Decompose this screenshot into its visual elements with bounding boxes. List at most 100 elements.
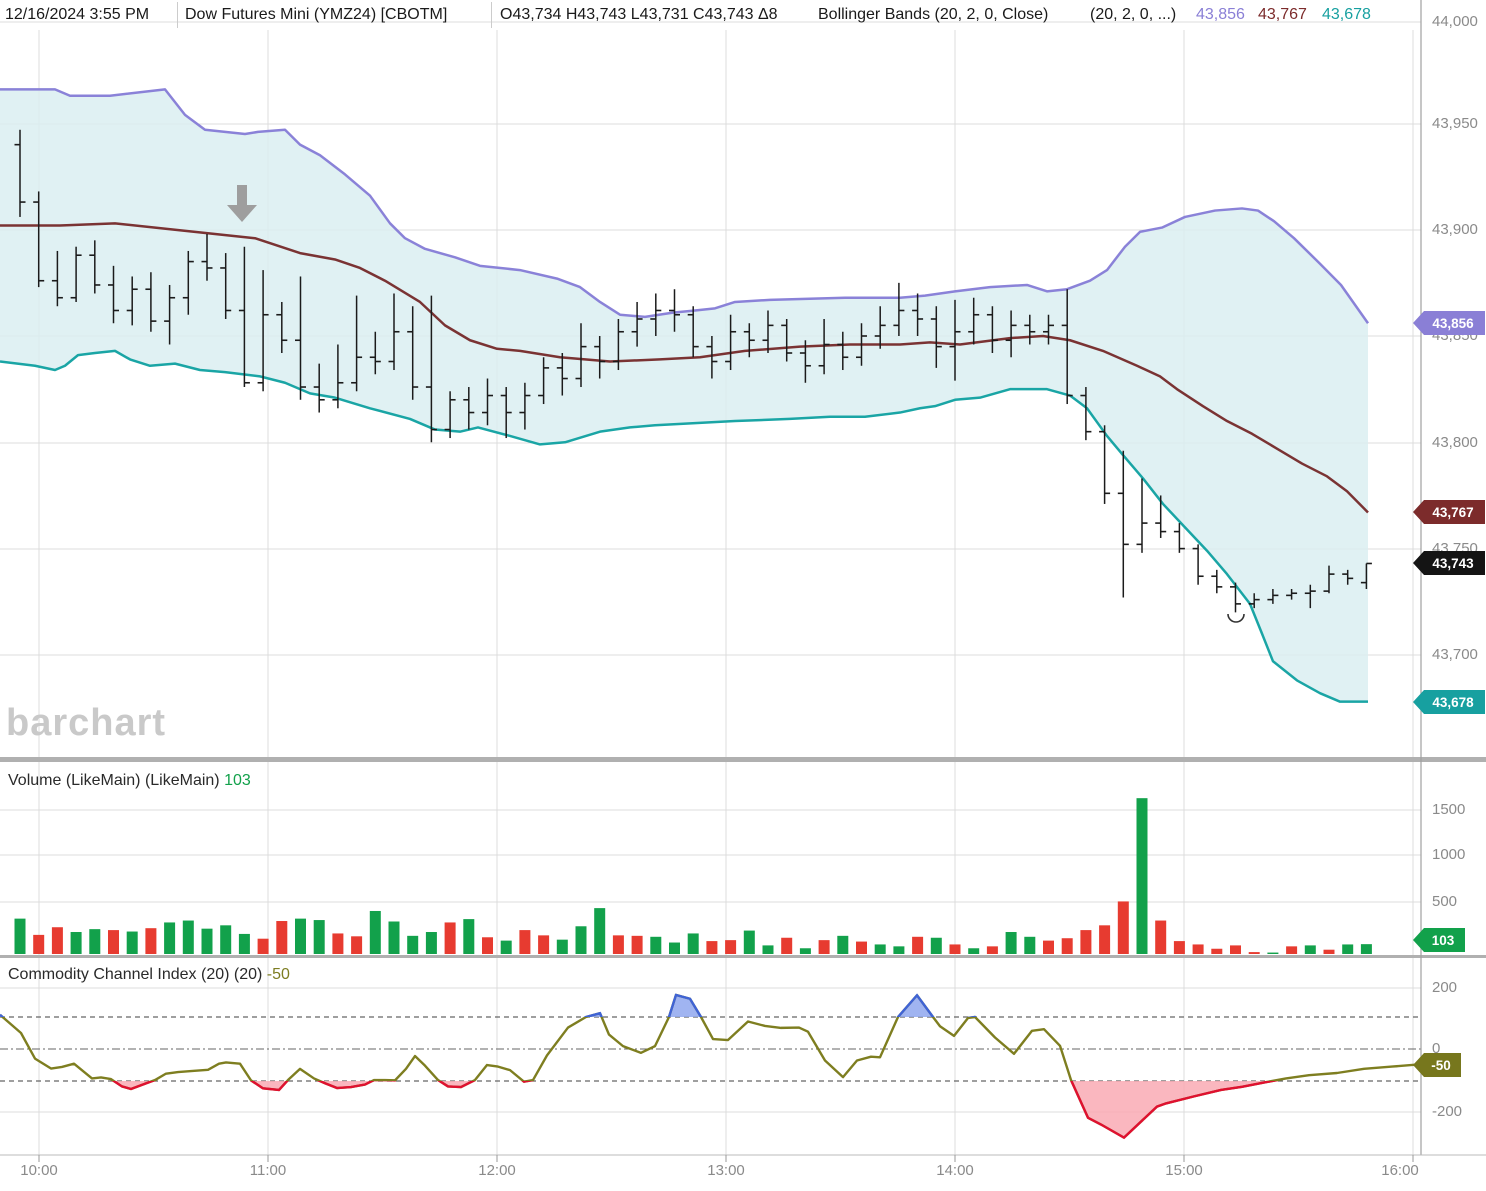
volume-bar <box>986 946 998 954</box>
bollinger-lower-line <box>0 349 1368 703</box>
header-separator <box>491 2 492 28</box>
ohlc-bar <box>70 246 82 302</box>
ohlc-bar <box>388 293 400 371</box>
ohlc-bar <box>332 344 344 409</box>
ohlc-bar <box>1248 593 1260 609</box>
volume-bar <box>856 941 867 954</box>
ohlc-bar <box>1267 588 1279 604</box>
volume-bar <box>519 930 531 954</box>
cci-axis-label: -200 <box>1432 1103 1463 1120</box>
volume-bars <box>14 798 1372 954</box>
panel-separator[interactable] <box>0 955 1486 958</box>
header-study-params[interactable]: (20, 2, 0, ...) <box>1090 6 1177 23</box>
ohlc-bar <box>856 323 867 366</box>
ohlc-bar <box>1117 450 1129 598</box>
ohlc-bar <box>799 340 811 383</box>
header-lower-band-value: 43,678 <box>1322 6 1371 23</box>
volume-bar <box>631 935 643 954</box>
volume-bar <box>1024 936 1036 954</box>
ohlc-bar <box>369 331 381 375</box>
ohlc-bar <box>1061 289 1073 405</box>
volume-bar <box>874 944 886 954</box>
ohlc-bar <box>1043 314 1054 345</box>
price-axis-label: 43,950 <box>1432 115 1478 132</box>
volume-bar <box>1136 798 1148 954</box>
cci-panel-header: Commodity Channel Index (20) (20) -50 <box>8 966 290 984</box>
bollinger-bands <box>0 88 1370 703</box>
volume-bar <box>369 910 381 954</box>
cci-axis-label: 200 <box>1432 979 1458 996</box>
price-axis-label: 43,700 <box>1432 646 1478 663</box>
time-axis-label: 13:00 <box>707 1162 745 1179</box>
ohlc-bar <box>276 301 288 354</box>
ohlc-bar <box>164 284 176 345</box>
volume-tag: 103 <box>1413 928 1465 952</box>
volume-bar <box>313 920 325 954</box>
ohlc-bar <box>743 323 755 358</box>
ohlc-bar <box>687 306 699 358</box>
volume-bar <box>388 921 400 954</box>
panel-separator[interactable] <box>0 757 1486 762</box>
ohlc-bar <box>1024 314 1036 345</box>
ohlc-bar <box>295 276 306 400</box>
ohlc-bar <box>1286 588 1298 600</box>
ohlc-bar <box>519 382 531 430</box>
ohlc-bar <box>33 191 45 288</box>
cci-value: -50 <box>266 966 290 983</box>
price-axis-label: 44,000 <box>1432 13 1478 30</box>
volume-bar <box>1192 944 1204 954</box>
volume-label[interactable]: Volume (LikeMain) (LikeMain) <box>8 772 220 789</box>
volume-bar <box>1230 945 1241 954</box>
ohlc-bar <box>949 299 961 381</box>
ohlc-bar <box>14 129 26 217</box>
ohlc-bar <box>986 306 998 354</box>
volume-bar <box>669 942 680 954</box>
ohlc-bar <box>594 336 606 379</box>
volume-bar <box>1360 944 1372 954</box>
header-study-label[interactable]: Bollinger Bands (20, 2, 0, Close) <box>818 6 1049 23</box>
volume-bar <box>482 937 493 954</box>
volume-bar <box>425 932 437 954</box>
ohlc-bar <box>575 323 587 388</box>
volume-bar <box>556 939 568 954</box>
header-symbol: Dow Futures Mini (YMZ24) [CBOTM] <box>185 6 448 23</box>
price-axis-label: 43,800 <box>1432 434 1478 451</box>
ohlc-bar <box>444 391 456 439</box>
cci-oversold-fill <box>0 1081 1420 1138</box>
ohlc-bar <box>257 270 269 392</box>
time-axis-label: 10:00 <box>20 1162 58 1179</box>
volume-bar <box>70 932 82 954</box>
ohlc-bar <box>182 250 194 315</box>
arc-marker-icon <box>1227 613 1245 623</box>
time-axis-label: 16:00 <box>1381 1162 1419 1179</box>
volume-bar <box>1304 945 1316 954</box>
barchart-logo: barchart <box>6 702 167 744</box>
volume-bar <box>762 945 774 954</box>
volume-bar <box>1080 930 1092 954</box>
volume-bar <box>575 926 587 954</box>
ohlc-bar <box>612 318 624 371</box>
volume-bar <box>893 946 905 954</box>
bollinger-fill <box>0 89 1368 702</box>
ohlc-bar <box>1136 478 1148 553</box>
cci-label[interactable]: Commodity Channel Index (20) (20) <box>8 966 263 983</box>
volume-bar <box>837 935 849 954</box>
volume-bar <box>1155 920 1167 954</box>
ohlc-bar <box>874 306 886 349</box>
volume-bar <box>930 937 942 954</box>
volume-bar <box>743 930 755 954</box>
volume-bar <box>257 938 269 954</box>
volume-bar <box>182 920 194 954</box>
ohlc-bar <box>1323 565 1335 594</box>
volume-bar <box>444 922 456 954</box>
volume-bar <box>818 940 830 954</box>
ohlc-bar <box>912 293 924 336</box>
price-bars <box>14 129 1372 613</box>
volume-value: 103 <box>224 772 251 789</box>
volume-panel-header: Volume (LikeMain) (LikeMain) 103 <box>8 772 251 790</box>
volume-bar <box>687 933 699 954</box>
volume-bar <box>1043 940 1054 954</box>
header-upper-band-value: 43,856 <box>1196 6 1245 23</box>
